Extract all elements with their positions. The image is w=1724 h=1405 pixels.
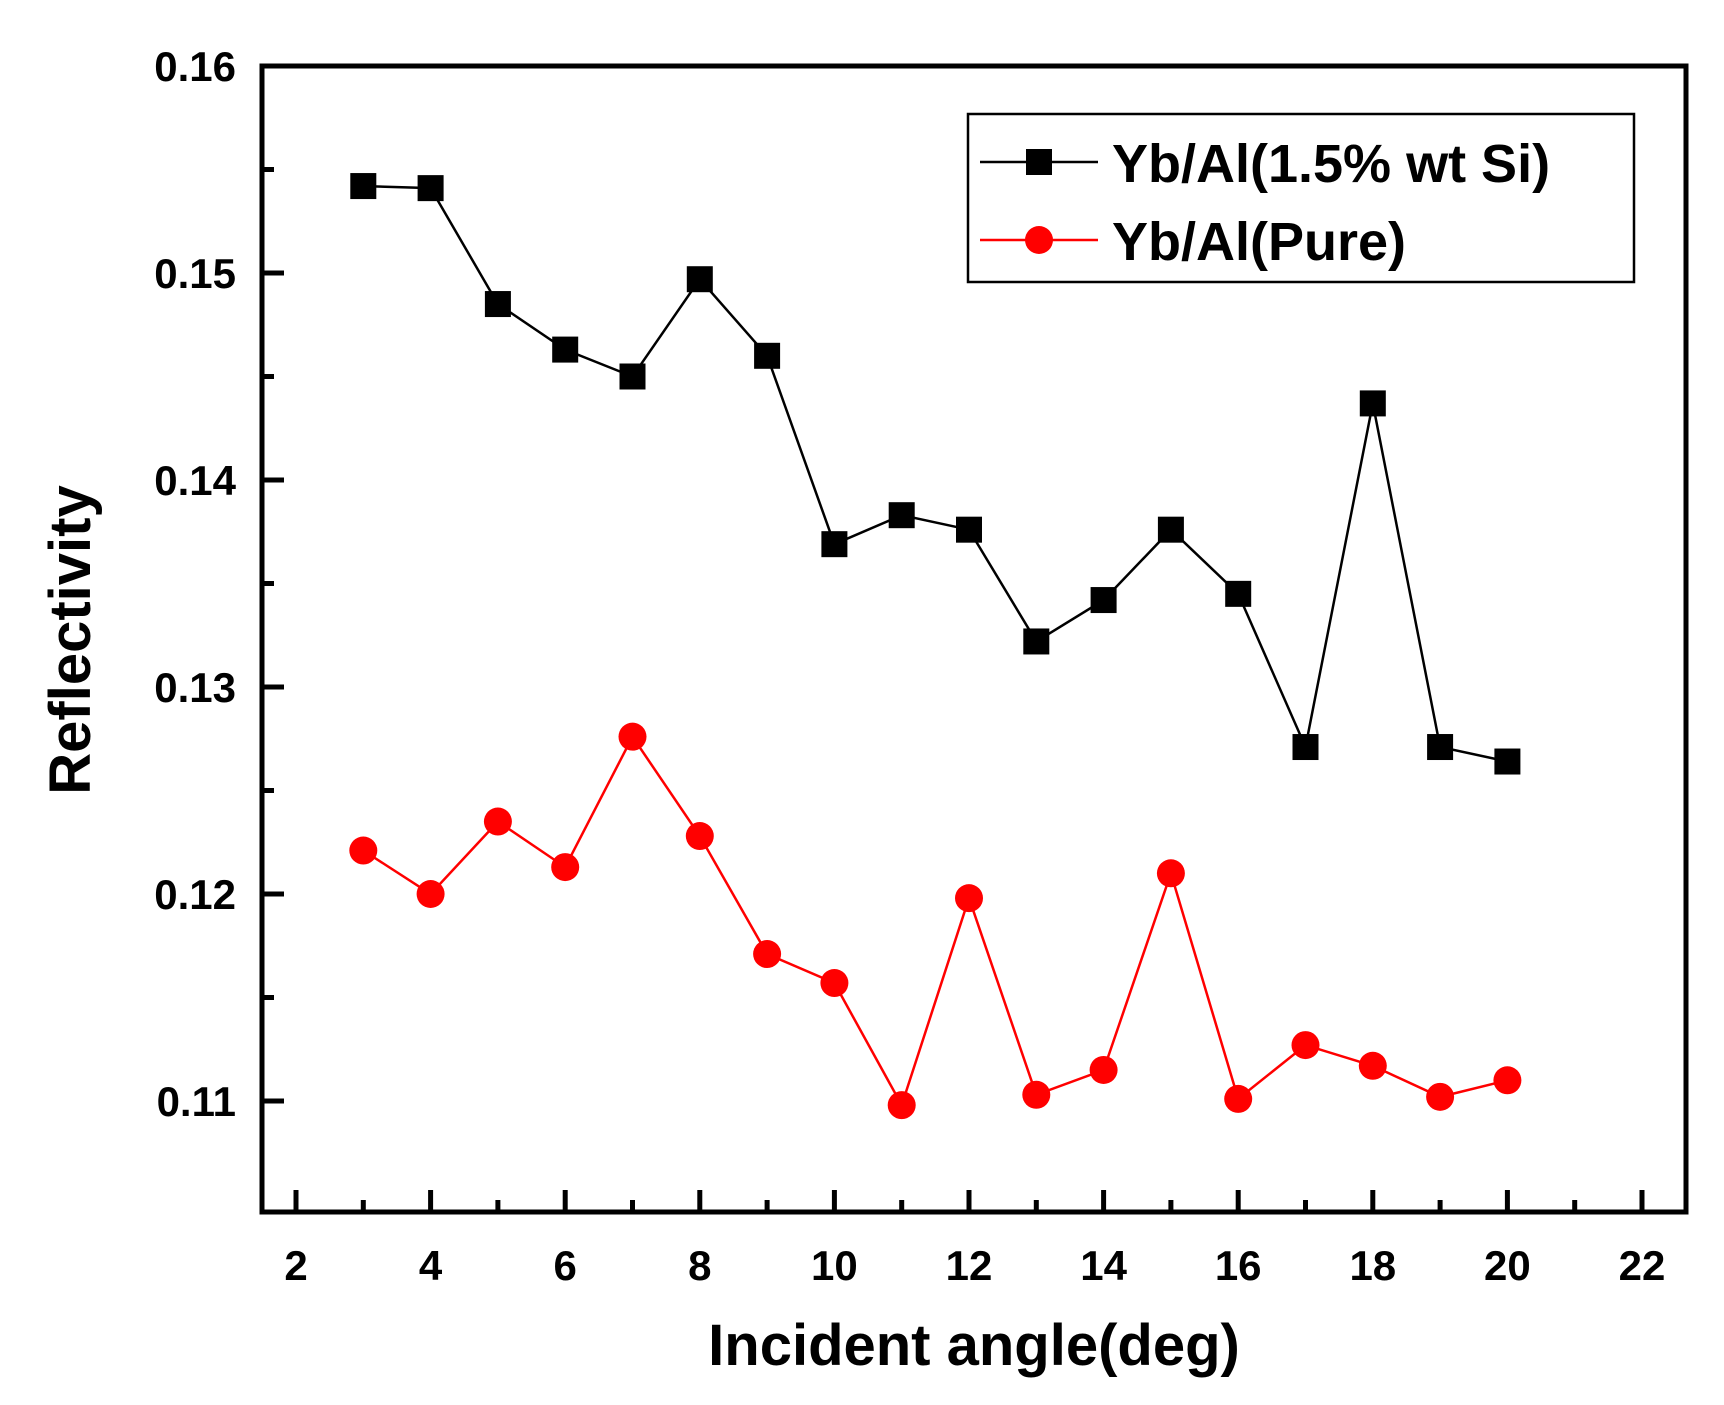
data-point-series-1: [1225, 580, 1252, 607]
x-tick-label: 18: [1349, 1242, 1396, 1289]
data-point-series-1: [552, 336, 579, 363]
x-tick-label: 22: [1619, 1242, 1666, 1289]
data-point-series-2: [685, 822, 714, 851]
data-point-series-1: [1359, 390, 1386, 417]
y-tick-label: 0.13: [154, 664, 236, 711]
plot-frame: [259, 63, 1689, 1215]
data-point-series-1: [686, 266, 713, 293]
data-point-series-1: [484, 291, 511, 318]
data-point-series-1: [417, 175, 444, 202]
x-tick-label: 4: [419, 1242, 443, 1289]
series-line-2: [362, 734, 1508, 1109]
y-tick-label: 0.15: [154, 250, 236, 297]
data-point-series-1: [350, 173, 377, 200]
data-point-series-1: [1157, 516, 1184, 543]
data-point-series-1: [1494, 748, 1521, 775]
data-point-series-2: [1426, 1082, 1455, 1111]
y-tick-label: 0.16: [154, 43, 236, 90]
data-point-series-2: [416, 880, 445, 908]
x-tick-label: 12: [946, 1242, 993, 1289]
marks-layer: [349, 173, 1522, 1120]
data-point-series-2: [1291, 1031, 1320, 1060]
data-point-series-2: [887, 1091, 916, 1120]
data-point-series-1: [1427, 734, 1454, 761]
data-point-series-1: [956, 516, 982, 543]
x-tick-label: 14: [1080, 1242, 1127, 1289]
data-point-series-1: [821, 531, 848, 558]
data-point-series-2: [1022, 1080, 1051, 1109]
x-tick-label: 10: [811, 1242, 858, 1289]
data-point-series-1: [1023, 628, 1050, 655]
legend: Yb/Al(1.5% wt Si) Yb/Al(Pure): [966, 112, 1636, 284]
data-point-series-1: [619, 363, 646, 390]
axis-ticks: 2 4 6 8 10 12 14 16 18 20 22 0.11 0.12 0.13 0.14 0.15 0.…: [154, 43, 1665, 1289]
y-tick-label: 0.14: [154, 457, 236, 504]
x-tick-label: 20: [1484, 1242, 1531, 1289]
y-tick-label: 0.11: [157, 1078, 236, 1125]
data-point-series-2: [1089, 1055, 1118, 1084]
y-axis-title: Reflectivity: [38, 485, 103, 794]
legend-label-series-2: Yb/Al(Pure): [1112, 212, 1406, 272]
x-tick-label: 2: [284, 1242, 307, 1289]
data-point-series-2: [618, 722, 647, 751]
data-point-series-2: [1358, 1051, 1387, 1080]
legend-marker-series-1: [1026, 149, 1052, 175]
legend-label-series-1: Yb/Al(1.5% wt Si): [1112, 134, 1550, 194]
legend-box: [966, 112, 1636, 284]
x-tick-label: 8: [688, 1242, 711, 1289]
data-point-series-2: [1156, 859, 1185, 888]
data-point-series-1: [1292, 734, 1319, 761]
data-point-series-2: [483, 807, 512, 836]
data-point-series-2: [1493, 1066, 1522, 1095]
y-tick-label: 0.12: [154, 871, 236, 918]
data-point-series-1: [754, 342, 781, 369]
x-tick-label: 16: [1215, 1242, 1262, 1289]
legend-marker-series-2: [1025, 226, 1053, 254]
data-point-series-2: [1224, 1084, 1253, 1113]
data-point-series-1: [888, 502, 915, 529]
x-tick-label: 6: [554, 1242, 577, 1289]
data-point-series-2: [955, 884, 983, 913]
data-point-series-1: [1090, 587, 1117, 614]
data-point-series-2: [753, 940, 782, 969]
data-point-series-2: [349, 836, 378, 865]
data-point-series-2: [820, 969, 849, 998]
x-axis-title: Incident angle(deg): [708, 1313, 1240, 1378]
data-point-series-2: [551, 853, 580, 882]
